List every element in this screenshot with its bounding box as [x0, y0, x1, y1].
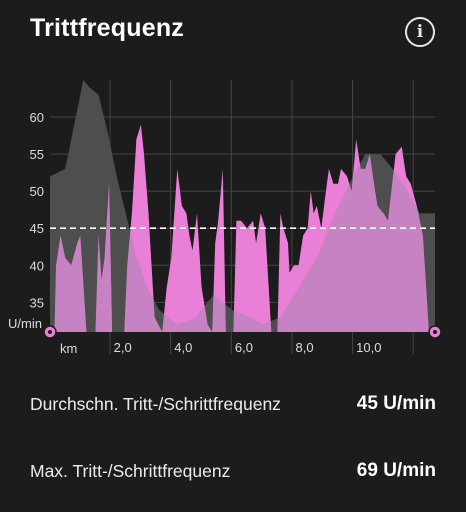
y-tick-label: 60 [30, 110, 44, 125]
y-axis-unit: U/min [8, 316, 42, 331]
average-cadence-label: Durchschn. Tritt-/Schrittfrequenz [30, 394, 281, 414]
x-tick-label: 10,0 [356, 340, 381, 355]
x-tick-label: 8,0 [296, 340, 314, 355]
range-end-handle-dot [433, 330, 437, 334]
cadence-chart: 35 40 45 50 55 60 2,0 4,0 6,0 8,0 10,0 U/min km [8, 80, 442, 356]
y-tick-label: 45 [30, 221, 44, 236]
average-cadence-value: 45 U/min [356, 393, 436, 414]
y-tick-label: 35 [30, 295, 44, 310]
y-tick-label: 40 [30, 258, 44, 273]
info-icon[interactable]: i [405, 17, 435, 47]
max-cadence-value: 69 U/min [356, 460, 436, 481]
y-tick-label: 55 [30, 147, 44, 162]
page-title: Trittfrequenz [30, 14, 184, 42]
x-axis-unit: km [60, 341, 77, 356]
x-tick-label: 2,0 [114, 340, 132, 355]
x-tick-label: 4,0 [174, 340, 192, 355]
range-start-handle-dot [48, 330, 52, 334]
max-cadence-label: Max. Tritt-/Schrittfrequenz [30, 461, 231, 481]
overlap-area [50, 124, 435, 332]
y-tick-label: 50 [30, 184, 44, 199]
x-tick-label: 6,0 [235, 340, 253, 355]
